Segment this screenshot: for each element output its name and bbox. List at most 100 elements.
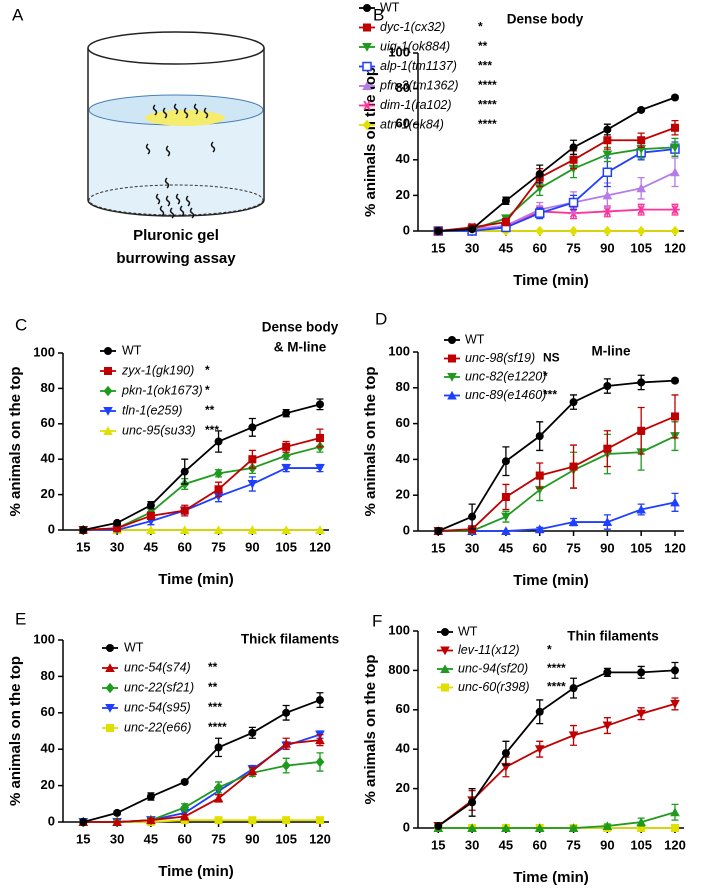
series-line bbox=[438, 148, 676, 232]
y-tick-label: 60 bbox=[396, 701, 410, 716]
x-tick-label: 30 bbox=[465, 240, 479, 255]
data-point bbox=[568, 731, 579, 741]
data-point bbox=[603, 125, 612, 134]
data-point bbox=[468, 798, 477, 807]
data-point bbox=[637, 668, 646, 677]
legend-marker bbox=[441, 683, 449, 692]
data-point bbox=[213, 525, 224, 534]
data-point bbox=[315, 433, 324, 442]
data-point bbox=[637, 105, 646, 114]
data-point bbox=[315, 400, 324, 409]
data-point bbox=[535, 225, 545, 237]
data-point bbox=[670, 123, 679, 132]
data-point bbox=[670, 807, 680, 817]
legend-label: WT bbox=[380, 0, 400, 14]
data-point bbox=[603, 444, 612, 453]
caption: Pluronic gel bbox=[133, 227, 219, 244]
y-tick-label: 40 bbox=[396, 151, 410, 166]
data-point bbox=[214, 743, 223, 752]
data-point bbox=[602, 190, 613, 200]
series-line bbox=[438, 415, 676, 532]
data-point bbox=[282, 409, 291, 418]
legend-label: unc-95(su33) bbox=[122, 423, 196, 437]
data-point bbox=[501, 749, 510, 758]
annotation: & M-line bbox=[274, 340, 327, 355]
legend-marker bbox=[448, 336, 456, 344]
legend-marker bbox=[104, 347, 112, 355]
data-point bbox=[214, 816, 223, 825]
data-point bbox=[281, 760, 291, 771]
x-axis-label: Time (min) bbox=[158, 571, 234, 588]
x-axis-label: Time (min) bbox=[158, 863, 234, 880]
data-point bbox=[434, 227, 443, 235]
significance: ** bbox=[208, 680, 218, 694]
legend-marker bbox=[447, 390, 457, 400]
y-tick-label: 20 bbox=[396, 187, 410, 202]
legend-marker bbox=[103, 407, 113, 416]
series-line bbox=[83, 467, 320, 531]
data-point bbox=[468, 225, 477, 234]
panel-a: A Pluronic gel burrowing assay bbox=[12, 5, 265, 267]
x-tick-label: 30 bbox=[465, 540, 479, 555]
data-point bbox=[670, 376, 679, 385]
significance: * bbox=[205, 363, 210, 377]
x-tick-label: 30 bbox=[465, 837, 479, 852]
legend-marker bbox=[363, 4, 371, 12]
legend-label: WT bbox=[458, 624, 478, 638]
data-point bbox=[568, 517, 579, 527]
legend-label: dyc-1(cx32) bbox=[380, 20, 445, 34]
data-point bbox=[146, 525, 156, 534]
data-point bbox=[569, 225, 578, 237]
legend-label: unc-94(sf20) bbox=[458, 661, 528, 675]
data-point bbox=[282, 708, 291, 717]
data-point bbox=[534, 208, 545, 218]
data-point bbox=[569, 398, 578, 407]
x-tick-label: 45 bbox=[499, 540, 513, 555]
panel-label: F bbox=[372, 611, 382, 630]
data-point bbox=[467, 823, 477, 832]
x-tick-label: 60 bbox=[532, 240, 546, 255]
data-point bbox=[315, 735, 325, 745]
x-tick-label: 105 bbox=[275, 831, 297, 846]
legend-marker bbox=[362, 43, 372, 52]
data-point bbox=[670, 93, 679, 102]
data-point bbox=[112, 817, 122, 826]
data-point bbox=[569, 143, 578, 152]
legend-label: WT bbox=[124, 640, 144, 654]
legend-marker bbox=[105, 663, 115, 672]
y-tick-label: 60 bbox=[396, 415, 410, 430]
significance: * bbox=[547, 643, 552, 657]
y-tick-label: 40 bbox=[41, 741, 55, 756]
data-point bbox=[247, 479, 258, 489]
series-line bbox=[438, 811, 676, 829]
y-axis-label: % animals on the top bbox=[362, 654, 379, 804]
legend-marker bbox=[440, 646, 450, 656]
significance: **** bbox=[478, 117, 497, 131]
data-point bbox=[569, 155, 578, 164]
x-tick-label: 90 bbox=[600, 540, 614, 555]
data-point bbox=[248, 423, 257, 432]
data-point bbox=[113, 524, 122, 533]
data-point bbox=[636, 709, 646, 719]
data-point bbox=[315, 816, 324, 825]
chart-panel: C 0 20 40 60 80 100 15 30 45 60 75 90 105 120 Time (min… bbox=[7, 315, 339, 587]
data-point bbox=[636, 183, 646, 193]
data-point bbox=[281, 738, 291, 748]
y-tick-label: 100 bbox=[388, 622, 410, 637]
x-tick-label: 45 bbox=[144, 539, 158, 554]
legend-marker bbox=[448, 354, 456, 363]
chart-panel: D 0 20 40 60 80 100 15 30 45 60 75 90 105 120 Time (min… bbox=[362, 309, 686, 588]
x-tick-label: 105 bbox=[630, 540, 652, 555]
x-tick-label: 120 bbox=[309, 831, 331, 846]
x-tick-label: 15 bbox=[431, 540, 445, 555]
chart-panel: B 0 20 40 60 80 100 15 30 45 60 75 90 105 120 Time (min… bbox=[359, 0, 686, 289]
x-tick-label: 15 bbox=[431, 240, 445, 255]
y-tick-label: 80 bbox=[41, 668, 55, 683]
significance: ** bbox=[208, 660, 218, 674]
series-line bbox=[437, 379, 676, 532]
significance: * bbox=[205, 383, 210, 397]
data-point bbox=[602, 150, 613, 160]
data-point bbox=[179, 525, 190, 534]
data-point bbox=[501, 823, 511, 832]
